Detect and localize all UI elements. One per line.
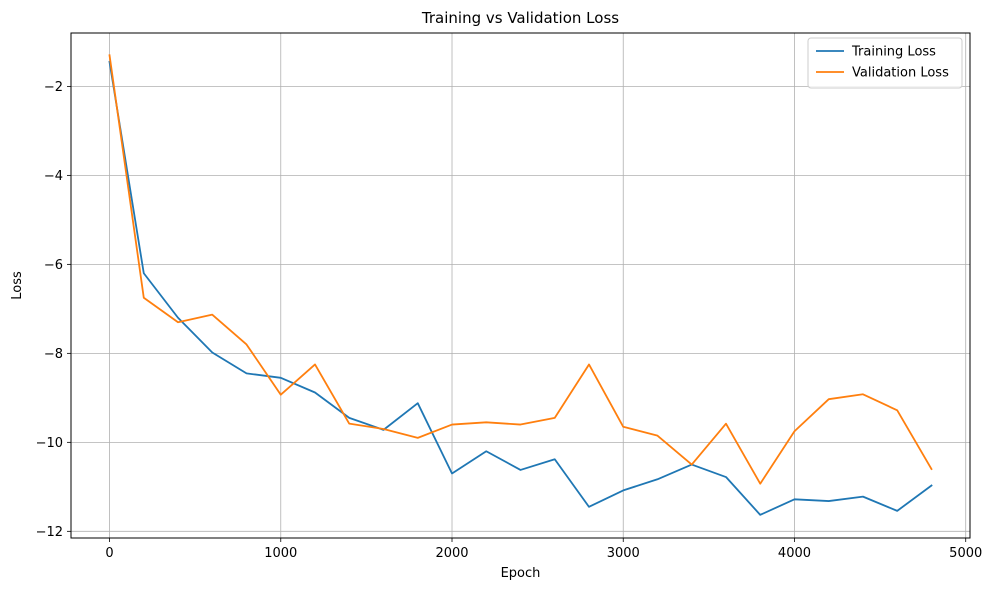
x-axis-label: Epoch [501,566,541,581]
y-tick-label: −10 [36,436,63,451]
x-tick-label: 2000 [435,546,468,561]
x-tick-label: 1000 [264,546,297,561]
y-tick-label: −2 [44,80,63,95]
legend-box [807,37,963,89]
x-tick-label: 5000 [949,546,982,561]
plot-frame [70,32,971,539]
x-tick-label: 0 [105,546,113,561]
axis-ticks: 0 1000 2000 3000 4000 5000 −12 −10 −8 −6 −4 −2 [36,80,983,561]
series-lines [108,54,933,516]
x-tick-label: 3000 [607,546,640,561]
y-axis-label: Loss [10,271,25,300]
y-tick-label: −12 [36,525,63,540]
y-tick-label: −6 [44,258,63,273]
y-tick-label: −8 [44,347,63,362]
legend-label: Training Loss [851,45,936,60]
chart-title: Training vs Validation Loss [421,9,619,27]
series-line-validation-loss [108,54,933,485]
x-tick-label: 4000 [778,546,811,561]
legend: Training Loss Validation Loss [807,37,963,89]
grid-lines [71,33,970,538]
series-line-training-loss [108,60,933,516]
y-tick-label: −4 [44,169,63,184]
legend-label: Validation Loss [852,66,949,81]
